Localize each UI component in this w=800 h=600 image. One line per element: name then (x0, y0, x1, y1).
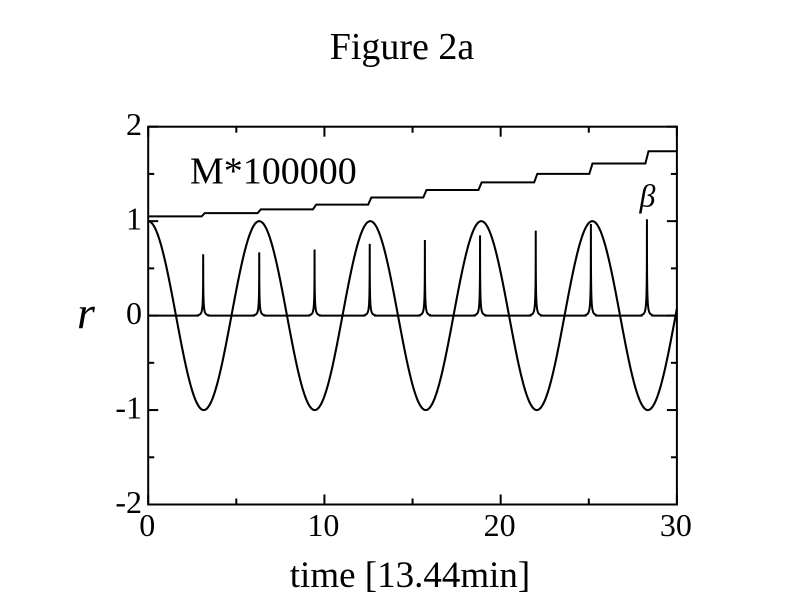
chart-title: Figure 2a (330, 26, 475, 68)
y-tick-label: -2 (115, 484, 142, 520)
beta-curve-annotation: β (639, 178, 656, 214)
m-staircase-curve (148, 150, 677, 218)
y-tick-label: -1 (115, 390, 142, 426)
plot-frame (147, 125, 678, 506)
x-tick-label: 0 (139, 507, 155, 543)
data-curves (148, 150, 678, 412)
x-axis-label: time [13.44min] (290, 555, 530, 596)
y-tick-label: 0 (126, 295, 142, 331)
y-tick-label: 1 (126, 201, 142, 237)
beta-spike-curve (148, 219, 677, 317)
r-cosine-curve (148, 220, 678, 412)
x-tick-label: 10 (307, 507, 339, 543)
x-tick-label: 30 (660, 507, 692, 543)
y-tick-label: 2 (126, 106, 142, 142)
y-axis-label: r (77, 287, 96, 338)
x-tick-label: 20 (484, 507, 516, 543)
m-curve-annotation: M*100000 (190, 150, 357, 192)
